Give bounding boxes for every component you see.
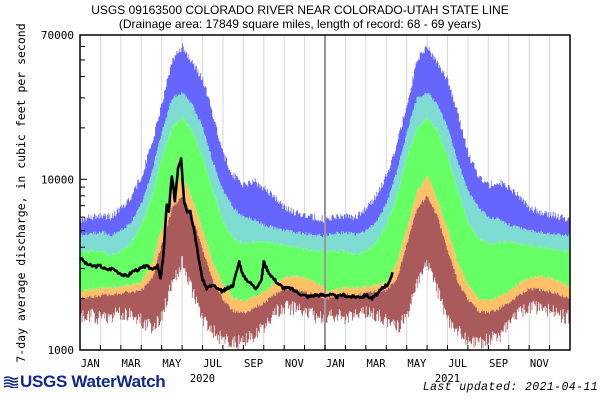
x-tick-label: NOV: [285, 358, 305, 370]
x-tick-label: JAN: [81, 358, 100, 370]
x-tick-label: MAR: [367, 358, 387, 370]
band-25-75: [80, 116, 570, 303]
usgs-waterwatch-logo[interactable]: USGS WaterWatch: [4, 372, 166, 392]
flow-series: [78, 157, 394, 301]
y-tick-label: 1000: [48, 344, 75, 357]
x-tick-label: SEP: [489, 358, 508, 370]
year-label: 2021: [435, 373, 460, 385]
x-tick-label: MAY: [162, 358, 182, 370]
band-90-max: [80, 43, 570, 238]
last-updated: Last updated: 2021-04-11: [422, 381, 598, 394]
band-min-10: [80, 195, 570, 350]
chart-subtitle: (Drainage area: 17849 square miles, leng…: [118, 17, 482, 31]
y-tick-label: 10000: [41, 173, 74, 186]
y-tick-label: 70000: [41, 29, 74, 42]
x-tick-label: NOV: [530, 358, 550, 370]
x-tick-label: JUL: [448, 358, 467, 370]
x-tick-label: JAN: [326, 358, 345, 370]
y-axis-ticks: 1000 10000 70000: [41, 29, 87, 357]
x-axis-ticks: JAN MAR MAY JUL SEP NOV JAN MAR MAY JUL SEP NOV 2020…: [81, 345, 551, 385]
year-label: 2020: [190, 373, 215, 385]
x-tick-label: MAR: [122, 358, 142, 370]
flow-line: [78, 157, 394, 301]
logo-text: USGS WaterWatch: [20, 372, 166, 391]
percentile-bands: [80, 43, 570, 350]
x-tick-label: SEP: [244, 358, 263, 370]
y-axis-label: 7-day average discharge, in cubic feet p…: [14, 23, 28, 362]
band-75-90: [80, 92, 570, 257]
x-tick-label: MAY: [407, 358, 427, 370]
usgs-waves-icon: [4, 376, 18, 388]
x-tick-label: JUL: [203, 358, 222, 370]
chart-title: USGS 09163500 COLORADO RIVER NEAR COLORA…: [91, 3, 509, 17]
